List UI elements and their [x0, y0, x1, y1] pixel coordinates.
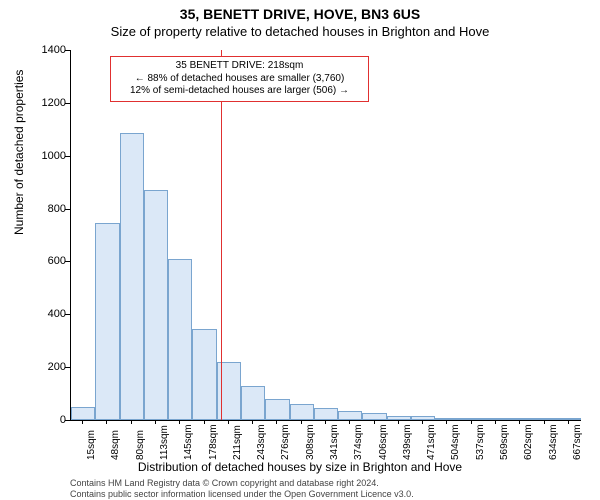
x-tick-label: 15sqm: [86, 430, 97, 460]
x-tick-mark: [228, 420, 229, 424]
y-tick-label: 1200: [16, 97, 66, 109]
y-tick-mark: [65, 209, 70, 210]
x-tick-mark: [471, 420, 472, 424]
x-tick-label: 569sqm: [499, 424, 510, 460]
histogram-bar: [460, 418, 484, 420]
x-tick-label: 634sqm: [548, 424, 559, 460]
reference-vline: [221, 50, 222, 420]
chart-container: 35, BENETT DRIVE, HOVE, BN3 6US Size of …: [0, 0, 600, 500]
histogram-bar: [435, 418, 459, 420]
x-tick-mark: [106, 420, 107, 424]
x-tick-label: 667sqm: [572, 424, 583, 460]
y-tick-label: 800: [16, 203, 66, 215]
histogram-bar: [192, 329, 216, 420]
y-tick-mark: [65, 156, 70, 157]
x-tick-label: 113sqm: [159, 425, 170, 460]
annotation-line1: 35 BENETT DRIVE: 218sqm: [117, 60, 362, 73]
histogram-bar: [290, 404, 314, 420]
y-tick-mark: [65, 261, 70, 262]
x-tick-label: 178sqm: [208, 424, 219, 460]
y-tick-label: 1000: [16, 150, 66, 162]
x-tick-label: 308sqm: [305, 424, 316, 460]
y-tick-mark: [65, 314, 70, 315]
footer-line2: Contains public sector information licen…: [70, 489, 414, 500]
histogram-bar: [557, 418, 581, 420]
annotation-line2: ← 88% of detached houses are smaller (3,…: [117, 73, 362, 86]
histogram-bar: [217, 362, 241, 420]
annotation-box: 35 BENETT DRIVE: 218sqm ← 88% of detache…: [110, 56, 369, 102]
x-tick-mark: [568, 420, 569, 424]
x-tick-mark: [276, 420, 277, 424]
histogram-bar: [508, 418, 532, 420]
x-tick-label: 471sqm: [426, 424, 437, 460]
x-tick-mark: [204, 420, 205, 424]
x-tick-label: 537sqm: [475, 424, 486, 460]
x-tick-label: 145sqm: [183, 424, 194, 460]
x-tick-mark: [495, 420, 496, 424]
chart-title: 35, BENETT DRIVE, HOVE, BN3 6US: [0, 6, 600, 22]
y-tick-label: 200: [16, 361, 66, 373]
y-tick-label: 0: [16, 414, 66, 426]
y-tick-mark: [65, 50, 70, 51]
x-tick-mark: [349, 420, 350, 424]
histogram-bar: [71, 407, 95, 420]
x-tick-mark: [252, 420, 253, 424]
x-tick-mark: [398, 420, 399, 424]
histogram-bar: [241, 386, 265, 420]
x-tick-label: 439sqm: [402, 424, 413, 460]
histogram-bar: [362, 413, 386, 420]
x-tick-label: 504sqm: [450, 424, 461, 460]
y-tick-label: 1400: [16, 44, 66, 56]
histogram-bar: [314, 408, 338, 420]
x-tick-label: 341sqm: [329, 424, 340, 460]
x-tick-label: 243sqm: [256, 424, 267, 460]
histogram-bar: [168, 259, 192, 420]
chart-subtitle: Size of property relative to detached ho…: [0, 24, 600, 39]
histogram-bar: [387, 416, 411, 420]
x-tick-label: 276sqm: [280, 424, 291, 460]
x-tick-label: 602sqm: [523, 424, 534, 460]
x-tick-mark: [544, 420, 545, 424]
x-tick-mark: [179, 420, 180, 424]
x-tick-mark: [155, 420, 156, 424]
y-tick-mark: [65, 367, 70, 368]
x-tick-label: 211sqm: [232, 425, 243, 460]
x-tick-label: 374sqm: [353, 424, 364, 460]
histogram-bar: [532, 418, 556, 420]
x-tick-mark: [325, 420, 326, 424]
x-tick-mark: [374, 420, 375, 424]
histogram-bar: [144, 190, 168, 420]
x-tick-mark: [82, 420, 83, 424]
histogram-bar: [338, 411, 362, 420]
histogram-bar: [120, 133, 144, 420]
x-tick-label: 48sqm: [110, 430, 121, 460]
histogram-bar: [95, 223, 119, 420]
x-tick-mark: [422, 420, 423, 424]
y-tick-mark: [65, 420, 70, 421]
histogram-bar: [411, 416, 435, 420]
y-tick-label: 600: [16, 255, 66, 267]
histogram-bar: [265, 399, 289, 420]
annotation-line3: 12% of semi-detached houses are larger (…: [117, 85, 362, 98]
x-tick-label: 406sqm: [378, 424, 389, 460]
y-tick-mark: [65, 103, 70, 104]
footer: Contains HM Land Registry data © Crown c…: [70, 478, 414, 500]
plot-area: [70, 50, 581, 421]
footer-line1: Contains HM Land Registry data © Crown c…: [70, 478, 414, 489]
x-tick-mark: [301, 420, 302, 424]
x-tick-label: 80sqm: [135, 430, 146, 460]
x-tick-mark: [519, 420, 520, 424]
x-axis-label: Distribution of detached houses by size …: [0, 460, 600, 474]
y-tick-label: 400: [16, 308, 66, 320]
x-tick-mark: [446, 420, 447, 424]
x-tick-mark: [131, 420, 132, 424]
